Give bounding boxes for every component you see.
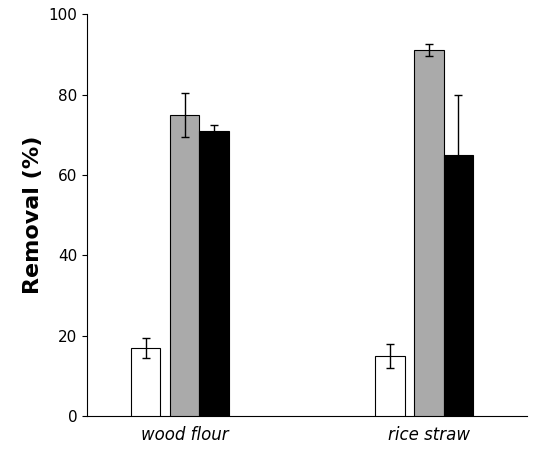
Bar <box>170 114 199 416</box>
Bar <box>444 155 473 416</box>
Bar <box>375 356 405 416</box>
Bar <box>414 50 444 416</box>
Bar <box>199 131 229 416</box>
Y-axis label: Removal (%): Removal (%) <box>23 136 43 294</box>
Bar <box>131 348 160 416</box>
